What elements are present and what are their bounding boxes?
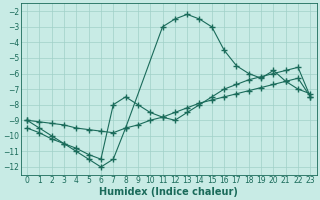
X-axis label: Humidex (Indice chaleur): Humidex (Indice chaleur): [99, 187, 238, 197]
